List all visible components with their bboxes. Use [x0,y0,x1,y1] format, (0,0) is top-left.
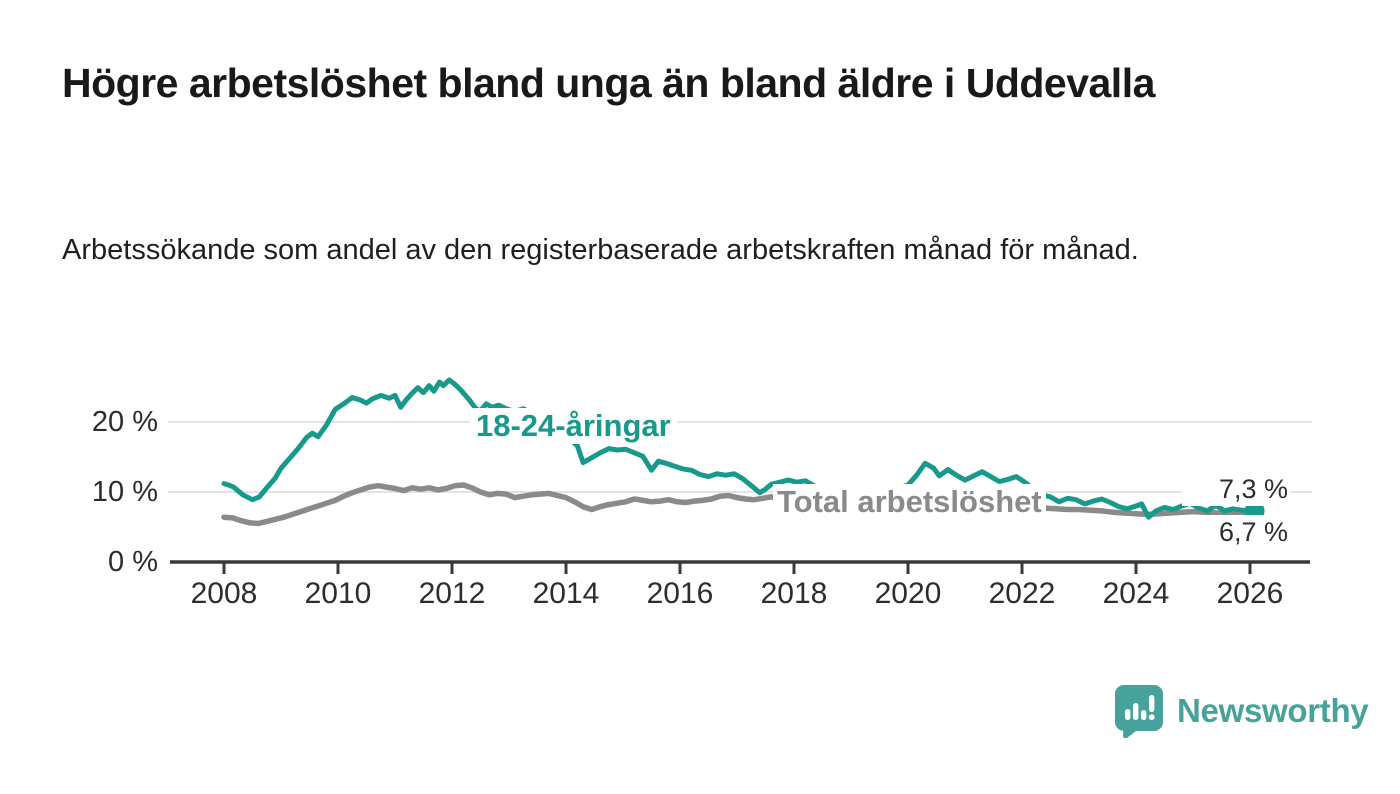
brand-name: Newsworthy [1177,692,1369,729]
end-value-label-youth: 7,3 % [1182,472,1290,506]
x-tick-label: 2024 [1102,577,1170,610]
series-line [221,377,1258,520]
end-value-label-total: 6,7 % [1182,515,1290,549]
series-label-youth: 18-24-åringar [470,408,677,444]
y-tick-label: 20 % [91,406,158,438]
x-tick-label: 2014 [532,577,600,610]
x-tick-label: 2010 [304,577,372,610]
x-tick-label: 2012 [418,577,486,610]
series-line [221,482,1258,527]
chart-subtitle: Arbetssökande som andel av den registerb… [62,234,1139,266]
x-tick-label: 2026 [1216,577,1284,610]
x-tick-label: 2020 [874,577,942,610]
newsworthy-logo: Newsworthy [1114,684,1369,739]
x-tick-label: 2016 [646,577,714,610]
x-tick-label: 2008 [190,577,258,610]
x-tick-label: 2018 [760,577,828,610]
y-tick-label: 10 % [91,476,158,508]
bar-chart-speech-bubble-icon [1114,684,1164,739]
y-tick-label: 0 % [108,546,158,578]
x-tick-label: 2022 [988,577,1056,610]
page-title: Högre arbetslöshet bland unga än bland ä… [62,60,1155,106]
series-label-total: Total arbetslöshet [773,484,1046,520]
